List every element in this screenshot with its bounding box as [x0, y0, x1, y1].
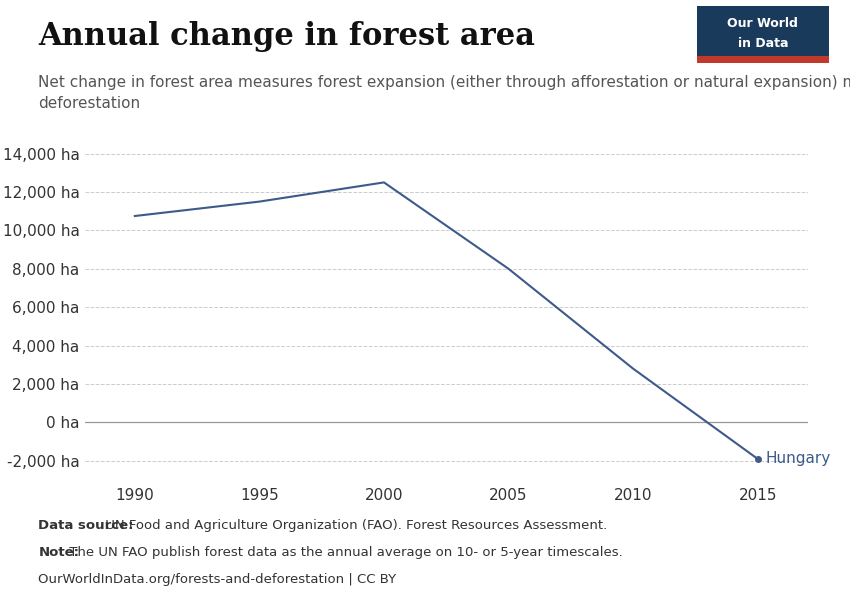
Text: Data source:: Data source: [38, 519, 133, 532]
Text: UN Food and Agriculture Organization (FAO). Forest Resources Assessment.: UN Food and Agriculture Organization (FA… [101, 519, 608, 532]
Text: in Data: in Data [738, 37, 788, 50]
Text: Hungary: Hungary [765, 451, 830, 466]
Text: Note:: Note: [38, 546, 79, 559]
Text: Net change in forest area measures forest expansion (either through afforestatio: Net change in forest area measures fores… [38, 75, 850, 111]
Text: OurWorldInData.org/forests-and-deforestation | CC BY: OurWorldInData.org/forests-and-deforesta… [38, 573, 396, 586]
Text: The UN FAO publish forest data as the annual average on 10- or 5-year timescales: The UN FAO publish forest data as the an… [65, 546, 622, 559]
Text: Annual change in forest area: Annual change in forest area [38, 21, 536, 52]
Text: Our World: Our World [728, 17, 798, 29]
